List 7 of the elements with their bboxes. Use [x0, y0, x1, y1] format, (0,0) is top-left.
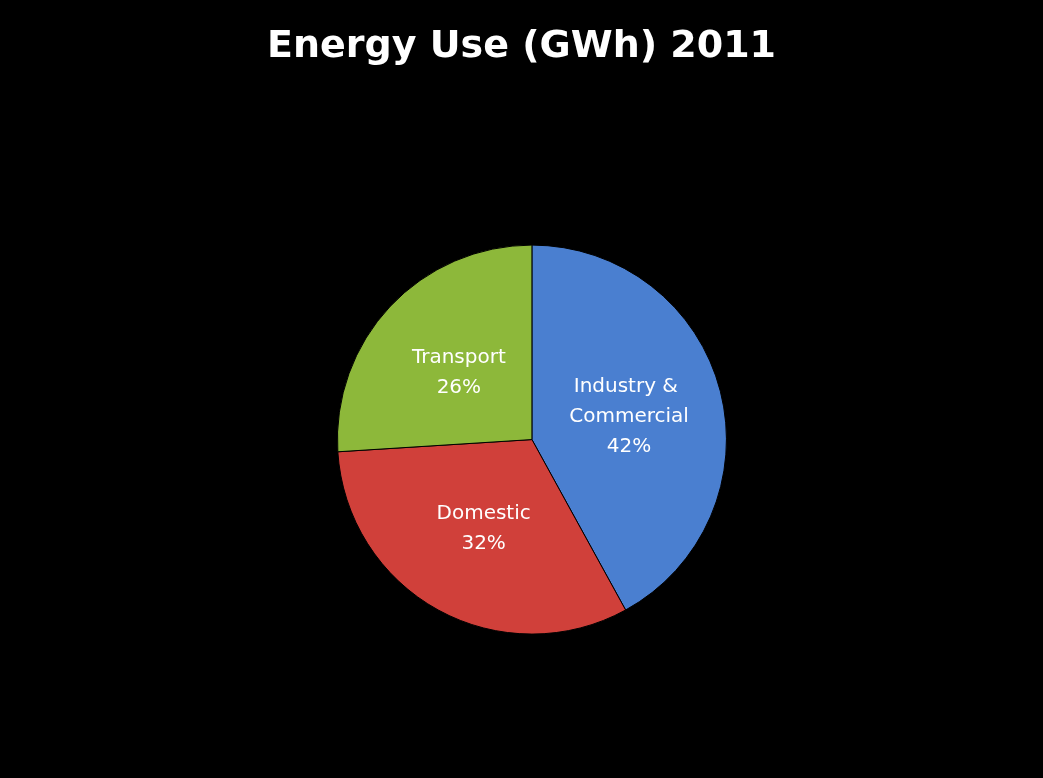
data-label: 26%: [436, 373, 482, 398]
slice-label: Domestic: [436, 500, 531, 525]
data-label: 42%: [606, 432, 652, 457]
chart-title: Energy Use (GWh) 2011: [266, 22, 777, 66]
slice-label: Industry & Commercial: [569, 372, 689, 427]
slice-label: Transport: [410, 343, 506, 368]
data-label: 32%: [461, 530, 506, 555]
